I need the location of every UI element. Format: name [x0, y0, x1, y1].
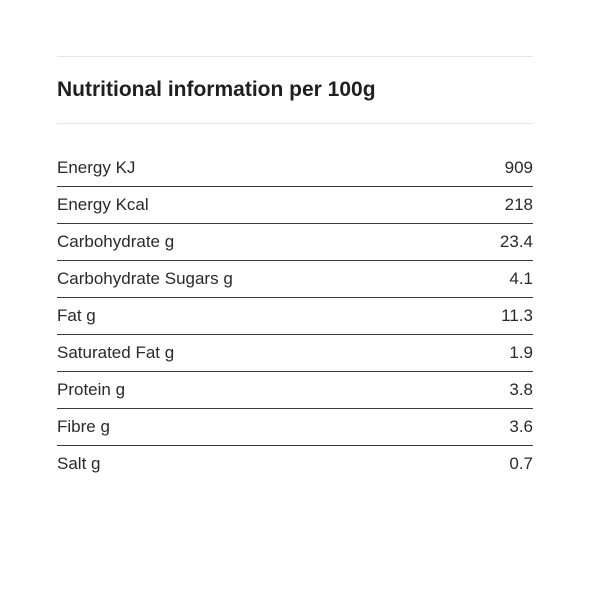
row-label: Saturated Fat g: [57, 343, 175, 362]
page-title: Nutritional information per 100g: [57, 78, 376, 101]
row-label: Energy Kcal: [57, 195, 149, 214]
row-value: 0.7: [509, 454, 533, 473]
row-value: 11.3: [501, 306, 533, 325]
row-label: Carbohydrate g: [57, 232, 175, 251]
row-value: 3.8: [509, 380, 533, 399]
row-label: Carbohydrate Sugars g: [57, 269, 233, 288]
row-value: 909: [504, 158, 533, 177]
row-label: Fat g: [57, 306, 96, 325]
table-row-energy-kcal: Energy Kcal 218: [57, 187, 533, 224]
table-row-carbohydrate-sugars: Carbohydrate Sugars g 4.1: [57, 261, 533, 298]
row-label: Fibre g: [57, 417, 110, 436]
nutrition-panel: Nutritional information per 100g Energy …: [57, 56, 533, 482]
row-label: Protein g: [57, 380, 126, 399]
row-label: Salt g: [57, 454, 101, 473]
table-row-energy-kj: Energy KJ 909: [57, 150, 533, 187]
table-row-salt: Salt g 0.7: [57, 446, 533, 482]
table-row-fat: Fat g 11.3: [57, 298, 533, 335]
row-value: 218: [504, 195, 533, 214]
row-value: 3.6: [509, 417, 533, 436]
table-row-saturated-fat: Saturated Fat g 1.9: [57, 335, 533, 372]
row-label: Energy KJ: [57, 158, 136, 177]
title-divider: [57, 123, 533, 124]
top-divider: [57, 56, 533, 57]
row-value: 23.4: [499, 232, 533, 251]
row-value: 4.1: [509, 269, 533, 288]
table-row-fibre: Fibre g 3.6: [57, 409, 533, 446]
row-value: 1.9: [509, 343, 533, 362]
table-row-protein: Protein g 3.8: [57, 372, 533, 409]
nutrition-table: Energy KJ 909 Energy Kcal 218 Carbohydra…: [57, 150, 533, 482]
table-row-carbohydrate: Carbohydrate g 23.4: [57, 224, 533, 261]
